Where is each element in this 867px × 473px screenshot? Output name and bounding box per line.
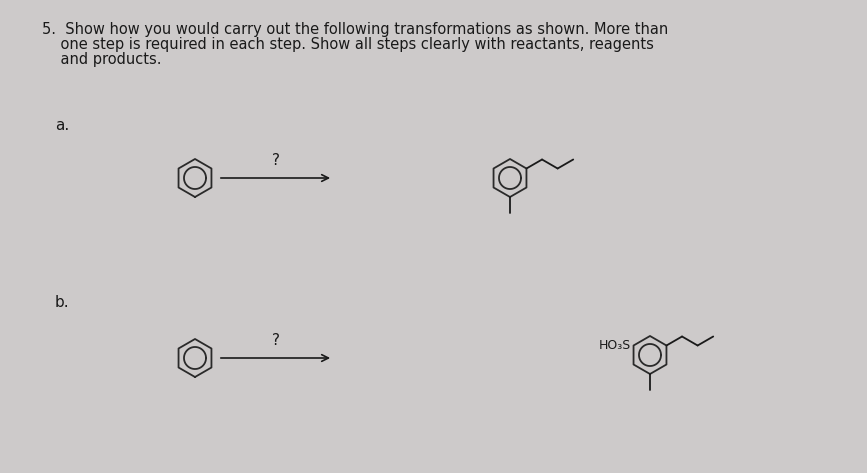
Text: ?: ? bbox=[271, 333, 279, 348]
Text: and products.: and products. bbox=[42, 52, 161, 67]
Text: a.: a. bbox=[55, 118, 69, 133]
Text: one step is required in each step. Show all steps clearly with reactants, reagen: one step is required in each step. Show … bbox=[42, 37, 654, 52]
Text: HO₃S: HO₃S bbox=[598, 339, 630, 352]
Text: ?: ? bbox=[271, 153, 279, 168]
Text: b.: b. bbox=[55, 295, 69, 310]
Text: 5.  Show how you would carry out the following transformations as shown. More th: 5. Show how you would carry out the foll… bbox=[42, 22, 668, 37]
